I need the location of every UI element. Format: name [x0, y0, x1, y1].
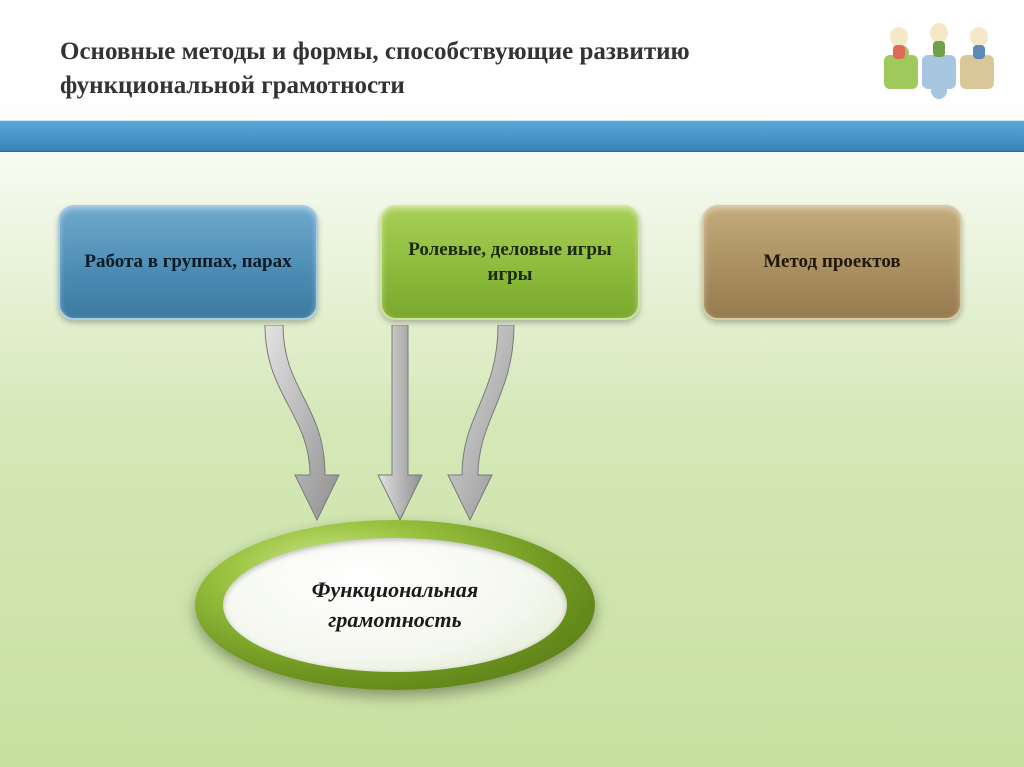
method-card-projects: Метод проектов: [702, 205, 962, 320]
oval-inner: Функциональная грамотность: [223, 538, 567, 672]
center-label: Функциональная грамотность: [253, 575, 537, 634]
method-card-groups: Работа в группах, парах: [58, 205, 318, 320]
method-card-games: Ролевые, деловые игры игры: [380, 205, 640, 320]
arrow-from-middle-2: [440, 325, 520, 525]
arrow-from-middle: [370, 325, 430, 525]
slide-title: Основные методы и формы, способствующие …: [60, 35, 840, 103]
center-concept: Функциональная грамотность: [195, 520, 595, 690]
title-ribbon: [0, 120, 1024, 152]
arrow-from-left: [255, 325, 385, 525]
card-label: Работа в группах, парах: [84, 250, 291, 275]
corner-decoration: [874, 5, 1004, 115]
card-label: Метод проектов: [763, 250, 900, 275]
card-label: Ролевые, деловые игры игры: [400, 238, 620, 287]
